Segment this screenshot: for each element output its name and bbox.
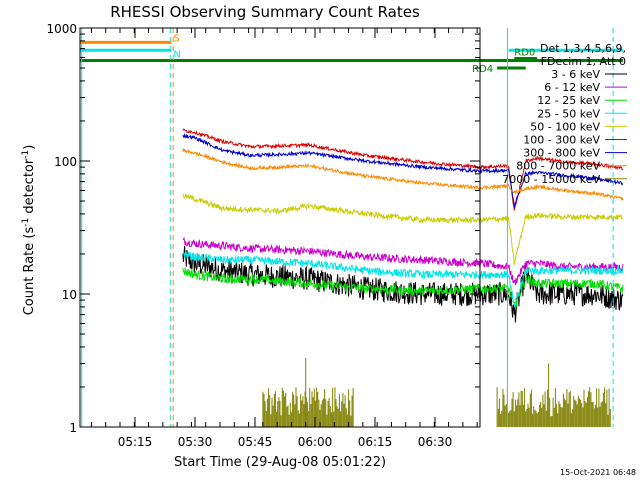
- plot-frame: [79, 27, 481, 428]
- flag-label-n: N: [173, 49, 180, 60]
- x-tick-label-05-45: 05:45: [238, 435, 273, 449]
- flags-layer: SN RD4 RD0: [80, 33, 623, 75]
- y-axis-label-sup1: -1: [21, 218, 31, 227]
- legend-label-50-100-kev: 50 - 100 keV: [530, 120, 600, 133]
- x-tick-label-06-15: 06:15: [358, 435, 393, 449]
- flag-label-rd4: RD4: [472, 64, 493, 75]
- series-line-50-100-kev: [182, 193, 623, 266]
- y-tick-label-100: 100: [54, 155, 77, 169]
- series-line-100-300-kev: [182, 128, 624, 211]
- legend-label-3-6-kev: 3 - 6 keV: [551, 68, 600, 81]
- series-line-300-800-kev: [182, 132, 624, 209]
- legend-label-100-300-kev: 100 - 300 keV: [523, 134, 600, 147]
- y-axis-label-mid: detector: [22, 158, 37, 218]
- y-axis-label-main: Count Rate (s: [22, 227, 37, 316]
- x-axis-label: Start Time (29-Aug-08 05:01:22): [174, 455, 386, 470]
- flag-label-rd0: RD0: [514, 47, 535, 58]
- legend-label-800-7000-kev: 800 - 7000 keV: [516, 160, 600, 173]
- x-tick-label-05-15: 05:15: [118, 435, 153, 449]
- flag-label-s: S: [173, 33, 179, 44]
- legend-label-12-25-kev: 12 - 25 keV: [537, 94, 600, 107]
- legend-label-6-12-kev: 6 - 12 keV: [544, 81, 600, 94]
- axis-layer: 1 10 100 1000 05:15 05:30 05:45 06:00 06:15 06:30: [46, 22, 480, 449]
- vline-layer: [81, 28, 614, 427]
- x-tick-label-06-00: 06:00: [298, 435, 333, 449]
- y-axis-label-sup2: -1: [21, 150, 31, 159]
- timestamp: 15-Oct-2021 06:48: [560, 468, 636, 477]
- legend-label-300-800-kev: 300 - 800 keV: [523, 147, 600, 160]
- series-line-800-7000-kev: [182, 147, 624, 201]
- legend-label-7000-15000-kev: 7000 - 15000 keV: [502, 173, 600, 186]
- series-line-25-50-kev: [182, 251, 624, 308]
- burst-cluster-1: [262, 358, 354, 427]
- y-tick-label-10: 10: [62, 288, 77, 302]
- y-tick-label-1: 1: [69, 421, 77, 435]
- series-line-12-25-kev: [182, 267, 624, 310]
- legend-label-25-50-kev: 25 - 50 keV: [537, 107, 600, 120]
- x-tick-label-05-30: 05:30: [178, 435, 213, 449]
- legend-header-line-2: FDecim 1, Att 0: [541, 55, 626, 68]
- chart-title: RHESSI Observing Summary Count Rates: [110, 3, 420, 21]
- y-axis-label-end: ): [22, 145, 37, 150]
- x-tick-label-06-30: 06:30: [418, 435, 453, 449]
- y-axis-label: Count Rate (s-1 detector-1): [21, 145, 37, 316]
- series-line-6-12-kev: [182, 236, 624, 286]
- data-layer: [182, 128, 624, 427]
- y-tick-label-1000: 1000: [46, 22, 77, 36]
- legend: Det 1,3,4,5,6,9, FDecim 1, Att 0 3 - 6 k…: [502, 42, 627, 186]
- burst-cluster-2: [496, 363, 611, 427]
- legend-header-line-1: Det 1,3,4,5,6,9,: [540, 42, 626, 55]
